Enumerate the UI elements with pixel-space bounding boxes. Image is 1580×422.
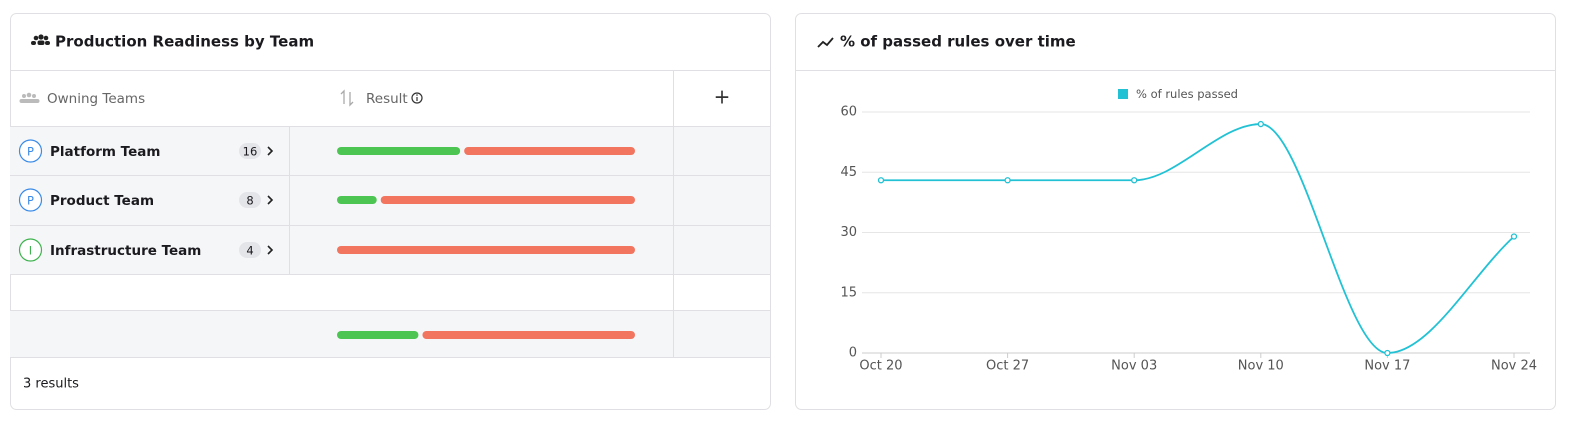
team-icon (31, 34, 50, 45)
point (1257, 120, 1264, 128)
point (1510, 233, 1518, 240)
count-badge (239, 242, 261, 258)
team-count: 16 (243, 145, 258, 159)
x-tick-label: Oct 27 (986, 359, 1029, 374)
team-name[interactable]: Platform Team (50, 144, 160, 160)
avatar-initial: P (27, 194, 34, 208)
y-tick-label: 0 (849, 346, 857, 361)
grid-lines (10, 70, 770, 358)
fail-bar (464, 147, 635, 155)
pass-bar (337, 147, 461, 155)
x-tick-label: Oct 20 (859, 359, 902, 374)
chevron[interactable] (267, 245, 274, 255)
chart-title: % of passed rules over time (840, 33, 1076, 51)
avatar-initial: P (27, 145, 34, 159)
count-badge (239, 192, 261, 208)
sort-icon[interactable] (340, 89, 354, 107)
avatar (18, 238, 43, 262)
results-count: 3 results (23, 377, 79, 392)
team-count: 8 (246, 194, 253, 208)
y-tick-label: 30 (840, 225, 857, 240)
y-tick-label: 60 (840, 105, 857, 120)
owner-icon (19, 92, 40, 103)
column-header[interactable]: Owning Teams (47, 91, 145, 107)
fail-bar (337, 246, 635, 254)
avatar (18, 139, 43, 163)
column-header[interactable]: Result (366, 91, 408, 107)
point (877, 177, 885, 184)
chevron[interactable] (267, 146, 274, 156)
fail-bar (380, 196, 635, 204)
team-count: 4 (246, 244, 253, 258)
point (1131, 177, 1138, 184)
y-tick-label: 15 (840, 285, 857, 300)
point (1384, 349, 1391, 357)
pass-bar (337, 331, 419, 339)
chart-card (795, 13, 1556, 410)
team-name[interactable]: Infrastructure Team (50, 243, 201, 259)
count-badge (239, 143, 261, 159)
x-tick-label: Nov 03 (1111, 359, 1157, 374)
legend-swatch[interactable] (1118, 89, 1128, 99)
trend-icon (817, 37, 834, 48)
y-tick-label: 45 (840, 165, 857, 180)
chevron[interactable] (267, 195, 274, 205)
panel-title: Production Readiness by Team (55, 33, 314, 51)
avatar-initial: I (29, 244, 32, 258)
x-tick-label: Nov 17 (1364, 359, 1410, 374)
legend-label[interactable]: % of rules passed (1136, 87, 1238, 101)
info-icon (411, 92, 423, 104)
pass-bar (337, 196, 377, 204)
x-tick-label: Nov 10 (1238, 359, 1284, 374)
point (1004, 177, 1011, 184)
team-name[interactable]: Product Team (50, 193, 154, 209)
fail-bar (422, 331, 635, 339)
avatar (18, 188, 43, 212)
add-column[interactable]: + (714, 85, 731, 109)
x-tick-label: Nov 24 (1491, 359, 1537, 374)
